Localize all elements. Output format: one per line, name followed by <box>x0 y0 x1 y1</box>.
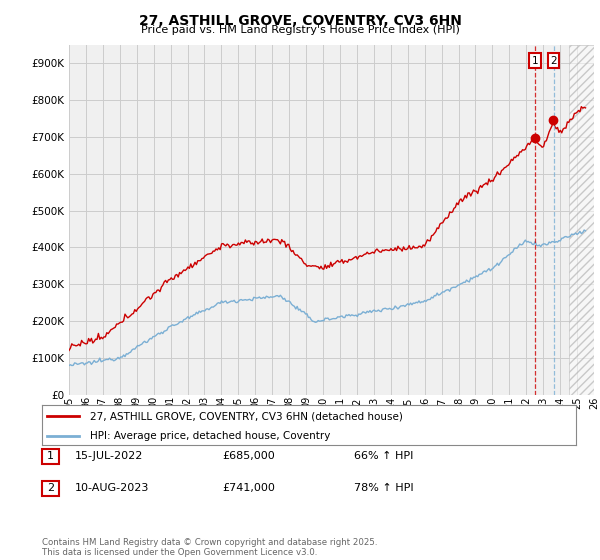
Text: 27, ASTHILL GROVE, COVENTRY, CV3 6HN: 27, ASTHILL GROVE, COVENTRY, CV3 6HN <box>139 14 461 28</box>
Text: 27, ASTHILL GROVE, COVENTRY, CV3 6HN (detached house): 27, ASTHILL GROVE, COVENTRY, CV3 6HN (de… <box>90 411 403 421</box>
Text: £741,000: £741,000 <box>222 483 275 493</box>
Text: HPI: Average price, detached house, Coventry: HPI: Average price, detached house, Cove… <box>90 431 331 441</box>
Text: 78% ↑ HPI: 78% ↑ HPI <box>354 483 413 493</box>
Text: Price paid vs. HM Land Registry's House Price Index (HPI): Price paid vs. HM Land Registry's House … <box>140 25 460 35</box>
Bar <box>569 45 594 395</box>
Text: £685,000: £685,000 <box>222 451 275 461</box>
Text: 10-AUG-2023: 10-AUG-2023 <box>75 483 149 493</box>
Text: 66% ↑ HPI: 66% ↑ HPI <box>354 451 413 461</box>
Text: 2: 2 <box>550 55 557 66</box>
Text: 1: 1 <box>532 55 539 66</box>
Text: 1: 1 <box>47 451 54 461</box>
Text: 15-JUL-2022: 15-JUL-2022 <box>75 451 143 461</box>
Bar <box>569 45 594 395</box>
Text: 2: 2 <box>47 483 54 493</box>
Text: Contains HM Land Registry data © Crown copyright and database right 2025.
This d: Contains HM Land Registry data © Crown c… <box>42 538 377 557</box>
